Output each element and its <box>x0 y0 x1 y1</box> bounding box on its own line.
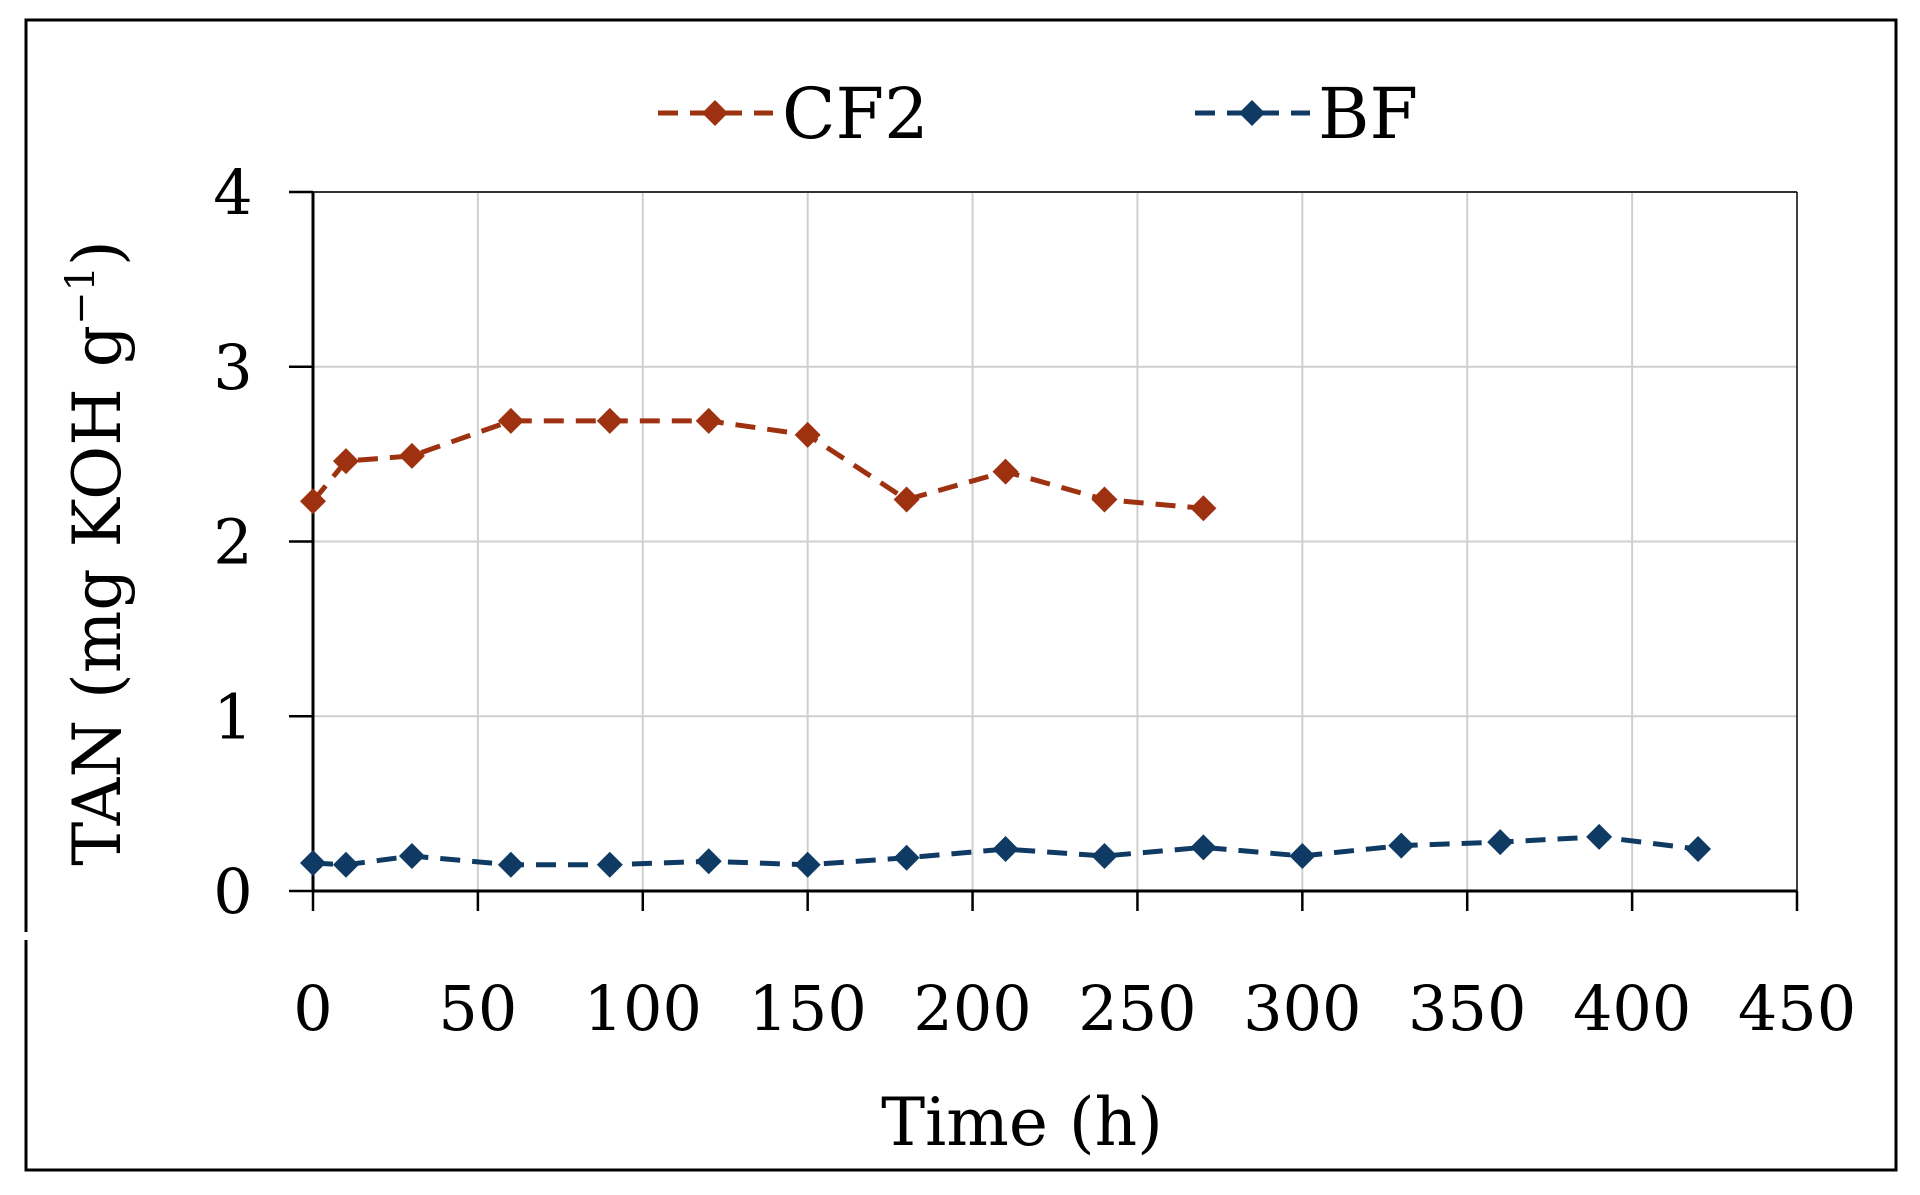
x-tick-label: 50 <box>438 972 517 1045</box>
data-point-bf <box>893 844 920 871</box>
legend-label-bf: BF <box>1318 73 1418 155</box>
data-point-bf <box>596 851 623 878</box>
y-tick-label: 1 <box>213 680 252 753</box>
data-point-cf2 <box>497 407 524 434</box>
data-point-bf <box>992 836 1019 863</box>
x-axis-title: Time (h) <box>881 1084 1163 1161</box>
data-point-bf <box>1289 843 1316 870</box>
data-point-bf <box>1388 832 1415 859</box>
x-tick-label: 250 <box>1078 972 1196 1045</box>
y-axis-title-superscript: −1 <box>58 266 104 325</box>
frame-notch <box>24 932 32 940</box>
x-tick-label: 300 <box>1243 972 1361 1045</box>
x-tick-label: 350 <box>1408 972 1526 1045</box>
y-axis-title-main: TAN (mg KOH g <box>59 325 136 866</box>
data-point-bf <box>332 851 359 878</box>
data-point-cf2 <box>398 442 425 469</box>
data-point-bf <box>300 850 326 877</box>
y-axis-title-close: ) <box>59 240 136 266</box>
chart-frame <box>24 18 1898 1172</box>
legend-marker-cf2 <box>702 100 728 126</box>
data-point-bf <box>398 843 425 870</box>
data-point-bf <box>1190 834 1217 861</box>
x-tick-label: 150 <box>748 972 866 1045</box>
data-point-bf <box>497 851 524 878</box>
data-series <box>300 407 1712 878</box>
x-tick-label: 450 <box>1738 972 1856 1045</box>
data-point-cf2 <box>893 486 920 513</box>
data-point-cf2 <box>1091 486 1118 513</box>
data-point-bf <box>1487 829 1514 856</box>
legend-label-cf2: CF2 <box>782 73 929 155</box>
tick-labels: 0 50 100 150 200 250 300 350 400 450 0 1 2 3 4 <box>213 156 1856 1045</box>
data-point-cf2 <box>596 407 623 434</box>
data-point-bf <box>794 851 821 878</box>
legend-marker-bf <box>1239 100 1265 126</box>
data-point-cf2 <box>300 488 326 515</box>
y-tick-label: 3 <box>213 331 252 404</box>
data-point-cf2 <box>332 448 359 475</box>
x-tick-label: 400 <box>1573 972 1691 1045</box>
data-point-cf2 <box>992 458 1019 485</box>
data-point-bf <box>1091 843 1118 870</box>
axes <box>289 190 1799 911</box>
y-tick-label: 2 <box>213 506 252 579</box>
series-line-bf <box>312 834 1699 868</box>
y-tick-label: 4 <box>213 156 252 229</box>
x-tick-label: 100 <box>584 972 702 1045</box>
data-point-cf2 <box>1190 495 1217 522</box>
data-point-cf2 <box>695 407 722 434</box>
y-axis-title: TAN (mg KOH g−1) <box>58 240 136 866</box>
x-tick-label: 200 <box>913 972 1031 1045</box>
legend: CF2 BF <box>658 73 1418 155</box>
data-point-bf <box>1586 823 1613 850</box>
grid-lines <box>313 191 1797 891</box>
x-tick-label: 0 <box>293 972 332 1045</box>
y-tick-label: 0 <box>213 855 252 928</box>
data-point-bf <box>1685 836 1712 863</box>
data-point-cf2 <box>794 421 821 448</box>
data-point-bf <box>695 848 722 875</box>
